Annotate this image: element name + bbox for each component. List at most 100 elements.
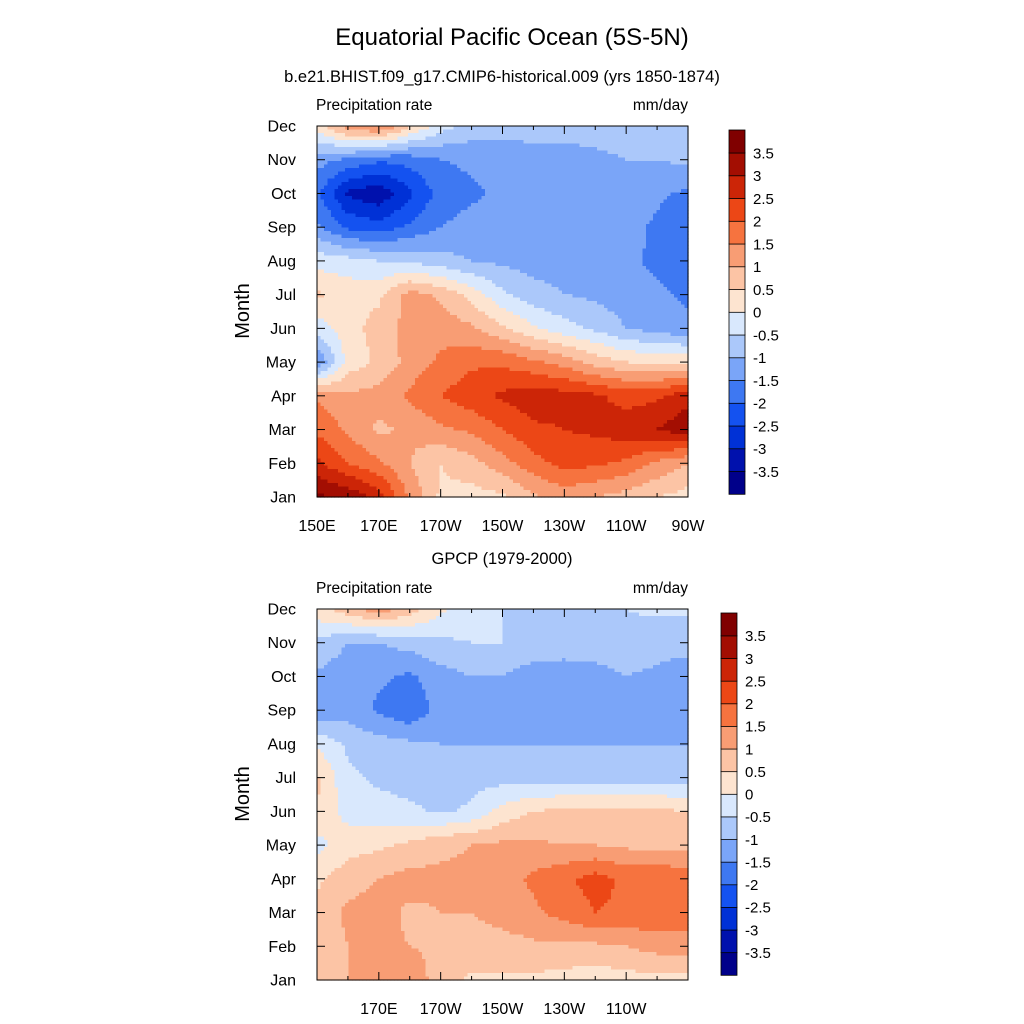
contour-cell	[639, 252, 644, 257]
contour-cell	[632, 287, 637, 292]
contour-cell	[677, 189, 682, 194]
contour-cell	[677, 143, 682, 148]
contour-cell	[352, 136, 357, 141]
contour-cell	[404, 213, 409, 218]
contour-cell	[516, 175, 521, 180]
contour-cell	[625, 269, 630, 274]
contour-cell	[551, 150, 556, 155]
contour-cell	[345, 196, 350, 201]
contour-cell	[670, 269, 675, 274]
contour-cell	[429, 171, 434, 176]
contour-cell	[369, 238, 374, 243]
contour-cell	[653, 252, 658, 257]
contour-cell	[583, 150, 588, 155]
contour-cell	[331, 238, 336, 243]
contour-cell	[618, 227, 623, 232]
contour-cell	[642, 150, 647, 155]
contour-cell	[593, 129, 598, 134]
contour-cell	[590, 154, 595, 159]
contour-cell	[642, 245, 647, 250]
contour-cell	[499, 185, 504, 190]
contour-cell	[488, 189, 493, 194]
contour-cell	[495, 185, 500, 190]
contour-cell	[656, 175, 661, 180]
contour-cell	[327, 140, 332, 145]
contour-cell	[635, 241, 640, 246]
contour-cell	[579, 178, 584, 183]
contour-cell	[380, 126, 385, 131]
contour-cell	[499, 161, 504, 166]
contour-cell	[338, 136, 343, 141]
contour-cell	[604, 231, 609, 236]
contour-cell	[530, 161, 535, 166]
contour-cell	[604, 234, 609, 239]
contour-cell	[607, 157, 612, 162]
contour-cell	[632, 189, 637, 194]
contour-cell	[604, 154, 609, 159]
contour-cell	[534, 269, 539, 274]
contour-cell	[607, 255, 612, 260]
contour-cell	[597, 178, 602, 183]
contour-cell	[681, 269, 686, 274]
contour-cell	[618, 231, 623, 236]
contour-cell	[656, 143, 661, 148]
contour-cell	[327, 220, 332, 225]
contour-cell	[376, 178, 381, 183]
contour-cell	[520, 227, 525, 232]
contour-cell	[348, 147, 353, 152]
contour-cell	[684, 217, 689, 222]
contour-cell	[397, 203, 402, 208]
contour-cell	[565, 266, 570, 271]
contour-cell	[446, 203, 451, 208]
contour-cell	[516, 224, 521, 229]
contour-cell	[390, 136, 395, 141]
contour-cell	[611, 147, 616, 152]
contour-cell	[492, 196, 497, 201]
contour-cell	[621, 266, 626, 271]
contour-cell	[373, 203, 378, 208]
contour-cell	[369, 269, 374, 274]
contour-cell	[537, 245, 542, 250]
contour-cell	[513, 185, 518, 190]
contour-cell	[390, 213, 395, 218]
contour-cell	[432, 199, 437, 204]
contour-cell	[565, 213, 570, 218]
contour-cell	[530, 224, 535, 229]
contour-cell	[604, 248, 609, 253]
contour-cell	[551, 182, 556, 187]
contour-cell	[376, 262, 381, 267]
contour-cell	[558, 143, 563, 148]
contour-cell	[520, 255, 525, 260]
contour-cell	[642, 147, 647, 152]
contour-cell	[544, 157, 549, 162]
contour-cell	[537, 140, 542, 145]
contour-cell	[684, 140, 689, 145]
contour-cell	[499, 136, 504, 141]
contour-cell	[523, 168, 528, 173]
contour-cell	[355, 206, 360, 211]
contour-cell	[520, 231, 525, 236]
contour-cell	[390, 164, 395, 169]
contour-cell	[670, 164, 675, 169]
contour-cell	[429, 161, 434, 166]
contour-cell	[600, 161, 605, 166]
contour-cell	[628, 210, 633, 215]
contour-cell	[513, 182, 518, 187]
contour-cell	[352, 147, 357, 152]
contour-cell	[562, 241, 567, 246]
contour-cell	[324, 168, 329, 173]
contour-cell	[572, 161, 577, 166]
contour-cell	[681, 147, 686, 152]
contour-cell	[604, 283, 609, 288]
contour-cell	[639, 224, 644, 229]
contour-cell	[425, 234, 430, 239]
contour-cell	[534, 182, 539, 187]
contour-cell	[359, 143, 364, 148]
contour-cell	[359, 203, 364, 208]
contour-cell	[457, 136, 462, 141]
contour-cell	[327, 171, 332, 176]
contour-cell	[618, 150, 623, 155]
contour-cell	[436, 143, 441, 148]
contour-cell	[425, 255, 430, 260]
